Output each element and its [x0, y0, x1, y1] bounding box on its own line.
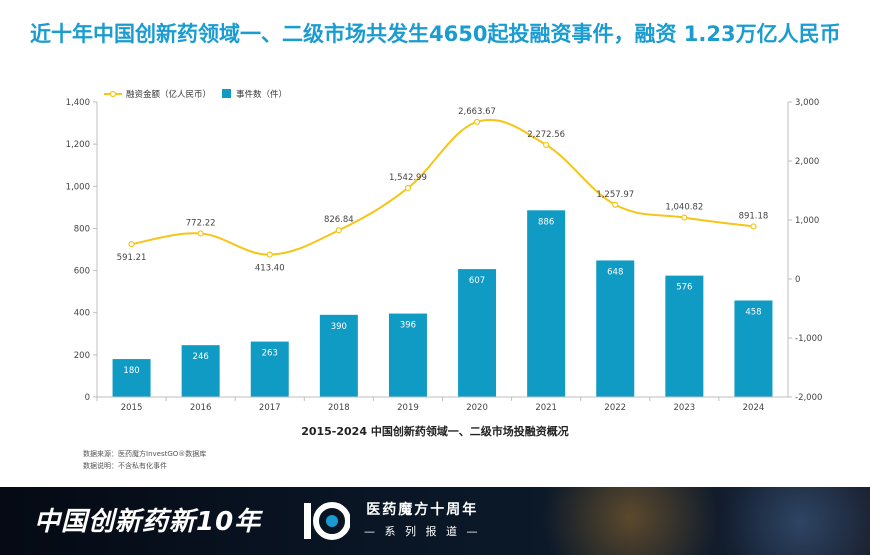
bar	[250, 341, 289, 397]
x-tick-label: 2015	[121, 403, 143, 413]
bar-value-label: 576	[676, 283, 692, 293]
bar-value-label: 648	[607, 267, 623, 277]
line-point	[681, 214, 688, 221]
line-series: 591.21 772.22 413.40 826.84 1,542.99 2,663.67…	[117, 107, 769, 274]
anniversary-title: 医药魔方十周年	[366, 502, 479, 518]
left-tick-label: 0	[85, 393, 90, 403]
bar	[388, 313, 427, 397]
right-tick-label: -2,000	[795, 393, 822, 403]
bar-value-label: 458	[745, 307, 761, 317]
bar-series: 180 246 263 390 396 607 886 648 576 458	[112, 210, 773, 397]
line-point	[335, 227, 342, 234]
left-tick-label: 400	[74, 309, 90, 319]
legend-line-label: 融资金额（亿人民币）	[126, 89, 211, 100]
right-tick-label: 3,000	[795, 98, 819, 108]
line-point	[404, 184, 412, 192]
line-path	[131, 118, 754, 256]
bar	[458, 269, 497, 397]
slide-title: 近十年中国创新药领域一、二级市场共发生4650起投融资事件，融资 1.23万亿人…	[30, 22, 841, 46]
right-tick-label: 1,000	[795, 216, 819, 226]
x-tick-label: 2021	[535, 403, 557, 413]
right-tick-label: 2,000	[795, 157, 819, 167]
bar-value-label: 607	[469, 276, 485, 286]
line-value-label: 2,663.67	[458, 107, 496, 117]
left-tick-label: 1,000	[66, 182, 90, 192]
legend: 融资金额（亿人民币） 事件数（件）	[104, 89, 287, 100]
right-tick-label: -1,000	[795, 334, 822, 344]
legend-bar-swatch	[222, 89, 231, 98]
banner-glow	[700, 487, 870, 555]
anniversary-label: 医药魔方十周年 — 系 列 报 道 —	[364, 499, 480, 539]
bar-value-label: 263	[262, 349, 278, 359]
x-tick-label: 2023	[674, 403, 696, 413]
line-point	[266, 251, 273, 258]
line-value-label: 413.40	[255, 264, 285, 274]
line-point	[473, 118, 481, 125]
left-tick-label: 200	[74, 351, 90, 361]
legend-bar-label: 事件数（件）	[236, 89, 287, 100]
x-tick-label: 2022	[604, 403, 626, 413]
x-tick-label: 2016	[190, 403, 212, 413]
data-note: 数据说明：不含私有化事件	[83, 462, 167, 470]
x-tick-label: 2024	[743, 403, 765, 413]
bar	[734, 300, 773, 397]
bar	[181, 345, 220, 397]
line-point	[543, 141, 550, 149]
left-axis: 0 200 400 600 800 1,000 1,200 1,400	[66, 98, 98, 403]
banner-title: 中国创新药新10年	[34, 507, 262, 537]
bar	[527, 210, 566, 397]
bar-value-label: 396	[400, 321, 416, 331]
bar-value-label: 886	[538, 217, 554, 227]
left-tick-label: 1,400	[66, 98, 90, 108]
line-value-label: 891.18	[739, 211, 769, 221]
line-value-label: 826.84	[324, 215, 354, 225]
left-tick-label: 600	[74, 267, 90, 277]
line-value-label: 2,272.56	[527, 130, 565, 140]
line-value-label: 1,040.82	[665, 203, 703, 213]
x-tick-label: 2017	[259, 403, 281, 413]
right-tick-label: 0	[795, 275, 800, 285]
bar-value-label: 390	[331, 322, 347, 332]
x-tick-label: 2020	[466, 403, 488, 413]
line-point	[612, 201, 619, 208]
chart-title: 2015-2024 中国创新药领域一、二级市场投融资概况	[301, 424, 569, 438]
right-axis: -2,000 -1,000 0 1,000 2,000 3,000	[787, 98, 822, 403]
line-point	[197, 230, 204, 237]
line-value-label: 1,257.97	[596, 190, 634, 200]
bar	[665, 275, 704, 397]
bar	[112, 359, 151, 397]
line-value-label: 591.21	[117, 253, 147, 263]
line-point	[750, 223, 757, 230]
chart: 0 200 400 600 800 1,000 1,200 1,400 -2,000 -1,00…	[66, 89, 822, 438]
bar	[319, 314, 358, 397]
left-tick-label: 800	[74, 224, 90, 234]
left-tick-label: 1,200	[66, 140, 90, 150]
banner-glow	[520, 487, 740, 555]
legend-line-marker	[109, 90, 117, 98]
bar-value-label: 180	[123, 366, 139, 376]
line-value-label: 1,542.99	[389, 173, 427, 183]
line-value-label: 772.22	[186, 218, 216, 228]
x-tick-label: 2018	[328, 403, 350, 413]
footer-banner: 中国创新药新10年 医药魔方十周年 — 系 列 报 道 —	[0, 487, 870, 555]
ten-year-logo-icon	[304, 502, 350, 540]
series-label: — 系 列 报 道 —	[364, 525, 481, 538]
x-tick-label: 2019	[397, 403, 419, 413]
x-axis: 2015 2016 2017 2018 2019 2020 2021 2022 2023 2024	[96, 396, 788, 413]
bar	[596, 260, 635, 397]
source-note: 数据来源：医药魔方InvestGO®数据库	[83, 450, 207, 458]
bar-value-label: 246	[193, 352, 209, 362]
line-point	[128, 241, 135, 248]
